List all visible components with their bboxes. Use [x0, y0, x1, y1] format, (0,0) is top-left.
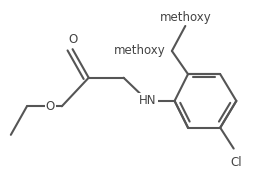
Text: methoxy: methoxy	[113, 45, 165, 57]
Text: O: O	[68, 33, 77, 46]
Text: Cl: Cl	[230, 156, 242, 169]
Text: HN: HN	[139, 94, 156, 107]
Text: O: O	[46, 100, 55, 113]
Text: methoxy: methoxy	[159, 11, 211, 24]
